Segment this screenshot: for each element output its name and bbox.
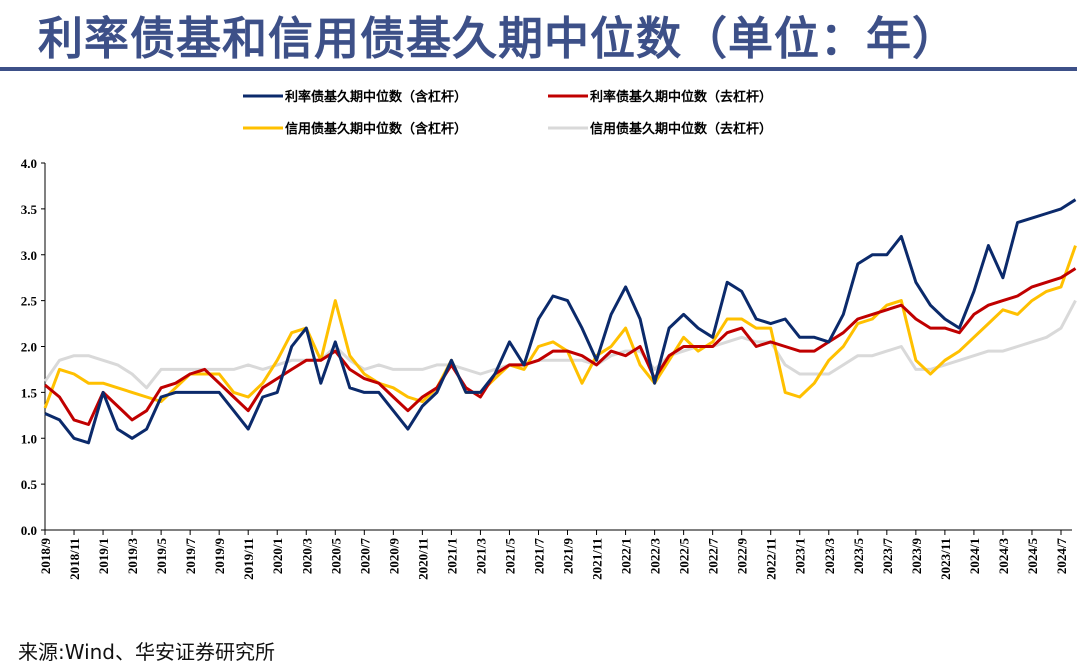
x-tick-label: 2021/3 (473, 538, 488, 575)
y-tick-label: 3.5 (21, 202, 38, 217)
legend-label-0: 利率债基久期中位数（含杠杆） (285, 89, 467, 105)
series-line-3 (43, 299, 1077, 390)
x-tick-label: 2024/3 (996, 538, 1011, 575)
y-tick-label: 3.0 (21, 248, 37, 263)
page-title: 利率债基和信用债基久期中位数（单位：年） (38, 12, 959, 65)
y-tick-label: 1.5 (21, 385, 38, 400)
x-tick-label: 2022/1 (619, 538, 634, 574)
x-tick-label: 2023/11 (938, 538, 953, 580)
series-line-0 (44, 198, 1077, 445)
x-tick-label: 2021/5 (502, 538, 517, 575)
x-tick-label: 2019/7 (183, 538, 198, 575)
axes: 0.0 0.5 1.0 1.5 2.0 2.5 3.0 3.5 4.0 2018/9 2018/11… (21, 156, 1072, 580)
x-tick-label: 2018/9 (38, 538, 53, 575)
x-tick-label: 2020/1 (270, 538, 285, 574)
x-tick-label: 2019/5 (154, 538, 169, 575)
y-tick-label: 2.0 (21, 340, 37, 355)
x-tick-label: 2023/1 (793, 538, 808, 574)
x-tick-label: 2023/3 (822, 538, 837, 575)
x-tick-label: 2022/9 (735, 538, 750, 575)
legend-label-3: 信用债基久期中位数（去杠杆） (590, 121, 772, 137)
x-tick-label: 2023/9 (909, 538, 924, 575)
x-tick-label: 2021/1 (444, 538, 459, 574)
x-tick-label: 2024/5 (1025, 538, 1040, 575)
legend-label-1: 利率债基久期中位数（去杠杆） (590, 89, 772, 105)
y-tick-label: 2.5 (21, 294, 38, 309)
legend: 利率债基久期中位数（含杠杆） 利率债基久期中位数（去杠杆） 信用债基久期中位数（含杠… (243, 89, 772, 137)
x-tick-label: 2022/11 (764, 538, 779, 580)
x-tick-label: 2021/7 (531, 538, 546, 575)
x-tick-label: 2020/3 (299, 538, 314, 575)
x-tick-label: 2023/7 (880, 538, 895, 575)
x-tick-label: 2019/3 (125, 538, 140, 575)
x-tick-label: 2020/11 (415, 538, 430, 580)
x-tick-label: 2021/11 (590, 538, 605, 580)
x-tick-label: 2019/1 (96, 538, 111, 574)
series-line-2 (43, 245, 1077, 409)
y-tick-label: 1.0 (21, 431, 37, 446)
x-tick-label: 2020/9 (386, 538, 401, 575)
x-tick-label: 2018/11 (67, 538, 82, 580)
x-tick-label: 2020/7 (357, 538, 372, 575)
y-tick-label: 4.0 (21, 156, 37, 171)
x-tick-label: 2019/11 (241, 538, 256, 580)
x-tick-label: 2022/5 (677, 538, 692, 575)
line-chart: 利率债基久期中位数（含杠杆） 利率债基久期中位数（去杠杆） 信用债基久期中位数（含杠… (21, 89, 1077, 580)
x-tick-label: 2023/5 (851, 538, 866, 575)
series-line-1 (44, 267, 1077, 426)
series-lines (43, 198, 1077, 445)
y-tick-label: 0.0 (21, 523, 37, 538)
x-tick-label: 2024/1 (967, 538, 982, 574)
x-tick-label: 2022/7 (706, 538, 721, 575)
y-tick-label: 0.5 (21, 477, 38, 492)
legend-label-2: 信用债基久期中位数（含杠杆） (285, 121, 467, 137)
x-tick-label: 2022/3 (648, 538, 663, 575)
title-divider (0, 67, 1077, 71)
x-tick-label: 2021/9 (561, 538, 576, 575)
x-tick-label: 2019/9 (212, 538, 227, 575)
source-note: 来源:Wind、华安证券研究所 (18, 640, 276, 664)
x-tick-label: 2024/7 (1054, 538, 1069, 575)
x-tick-label: 2020/5 (328, 538, 343, 575)
